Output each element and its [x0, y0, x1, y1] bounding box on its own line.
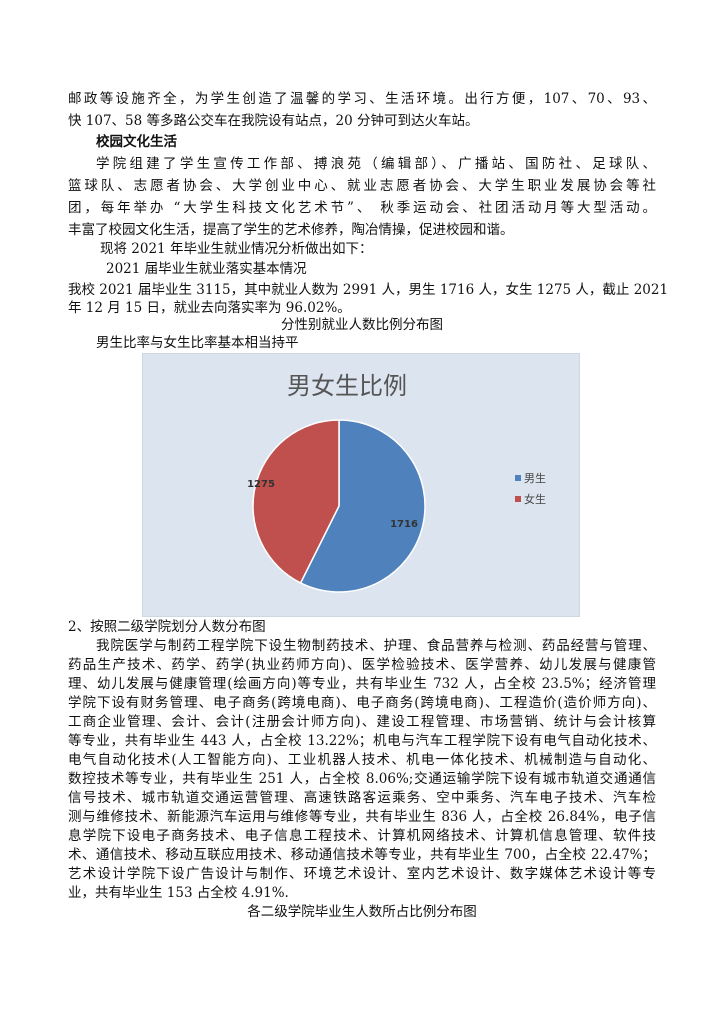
text-line: 等专业，共有毕业生 443 人，占全校 13.22%；机电与汽车工程学院下设有电… [68, 733, 656, 749]
pie-slice-female [252, 419, 340, 584]
text-line: 药品生产技术、药学、药学(执业药师方向)、医学检验技术、医学营养、幼儿发展与健康… [68, 657, 656, 673]
text-line: 快 107、58 等多路公交车在我院设有站点，20 分钟可到达火车站。 [68, 113, 479, 129]
caption: 各二级学院毕业生人数所占比例分布图 [247, 904, 477, 920]
text-line: 业，共有毕业生 153 占全校 4.91%. [68, 885, 289, 901]
text-line: 测与维修技术、新能源汽车运用与维修等专业，共有毕业生 836 人，占全校 26.… [68, 809, 656, 825]
text-line: 年 12 月 15 日，就业去向落实率为 96.02%。 [68, 300, 351, 316]
text-line: 邮政等设施齐全，为学生创造了温馨的学习、生活环境。出行方便，107、70、93、 [68, 91, 656, 107]
legend-swatch [515, 496, 521, 502]
text-line: 理、幼儿发展与健康管理(绘画方向)等专业，共有毕业生 732 人，占全校 23.… [68, 676, 656, 692]
pie-slice-male [299, 419, 426, 593]
gender-pie-chart: 男女生比例 1716 1275 男生女生 [142, 353, 580, 617]
text-line: 电气自动化技术(人工智能方向)、工业机器人技术、机电一体化技术、机械制造与自动化… [68, 752, 656, 768]
legend-label: 男生 [524, 471, 546, 485]
data-label: 1716 [390, 519, 418, 530]
text-line: 数控技术等专业，共有毕业生 251 人，占全校 8.06%;交通运输学院下设有城… [68, 771, 656, 787]
text-line: 学院下设有财务管理、电子商务(跨境电商)、电子商务(跨境电商)、工程造价(造价师… [68, 695, 656, 711]
text-line: 2021 届毕业生就业落实基本情况 [106, 261, 307, 277]
legend-label: 女生 [524, 492, 546, 506]
text-line: 2、按照二级学院划分人数分布图 [68, 619, 266, 635]
legend-swatch [515, 475, 521, 481]
text-line: 学院组建了学生宣传工作部、搏浪苑（编辑部）、广播站、国防社、足球队、 [96, 156, 656, 172]
text-line: 术、通信技术、移动互联应用技术、移动通信技术等专业，共有毕业生 700，占全校 … [68, 847, 656, 863]
chart-title: 男女生比例 [287, 372, 407, 400]
section-heading: 校园文化生活 [96, 134, 177, 150]
text-line: 我校 2021 届毕业生 3115，其中就业人数为 2991 人，男生 1716… [68, 282, 669, 298]
text-line: 男生比率与女生比率基本相当持平 [96, 335, 299, 351]
text-line: 团，每年举办 “大学生科技文化艺术节”、 秋季运动会、社团活动月等大型活动。 [68, 200, 656, 216]
caption: 分性别就业人数比例分布图 [281, 317, 443, 333]
text-line: 篮球队、志愿者协会、大学创业中心、就业志愿者协会、大学生职业发展协会等社 [68, 178, 656, 194]
data-label: 1275 [247, 479, 275, 490]
text-line: 息学院下设电子商务技术、电子信息工程技术、计算机网络技术、计算机信息管理、软件技 [68, 828, 656, 844]
text-line: 丰富了校园文化生活，提高了学生的艺术修养，陶冶情操，促进校园和谐。 [68, 222, 514, 238]
text-line: 工商企业管理、会计、会计(注册会计师方向)、建设工程管理、市场营销、统计与会计核… [68, 714, 656, 730]
text-line: 信号技术、城市轨道交通运营管理、高速铁路客运乘务、空中乘务、汽车电子技术、汽车检 [68, 790, 656, 806]
text-line: 艺术设计学院下设广告设计与制作、环境艺术设计、室内艺术设计、数字媒体艺术设计等专 [68, 866, 656, 882]
text-line: 现将 2021 年毕业生就业情况分析做出如下： [100, 241, 373, 257]
text-line: 我院医学与制药工程学院下设生物制药技术、护理、食品营养与检测、药品经营与管理、 [96, 638, 656, 654]
